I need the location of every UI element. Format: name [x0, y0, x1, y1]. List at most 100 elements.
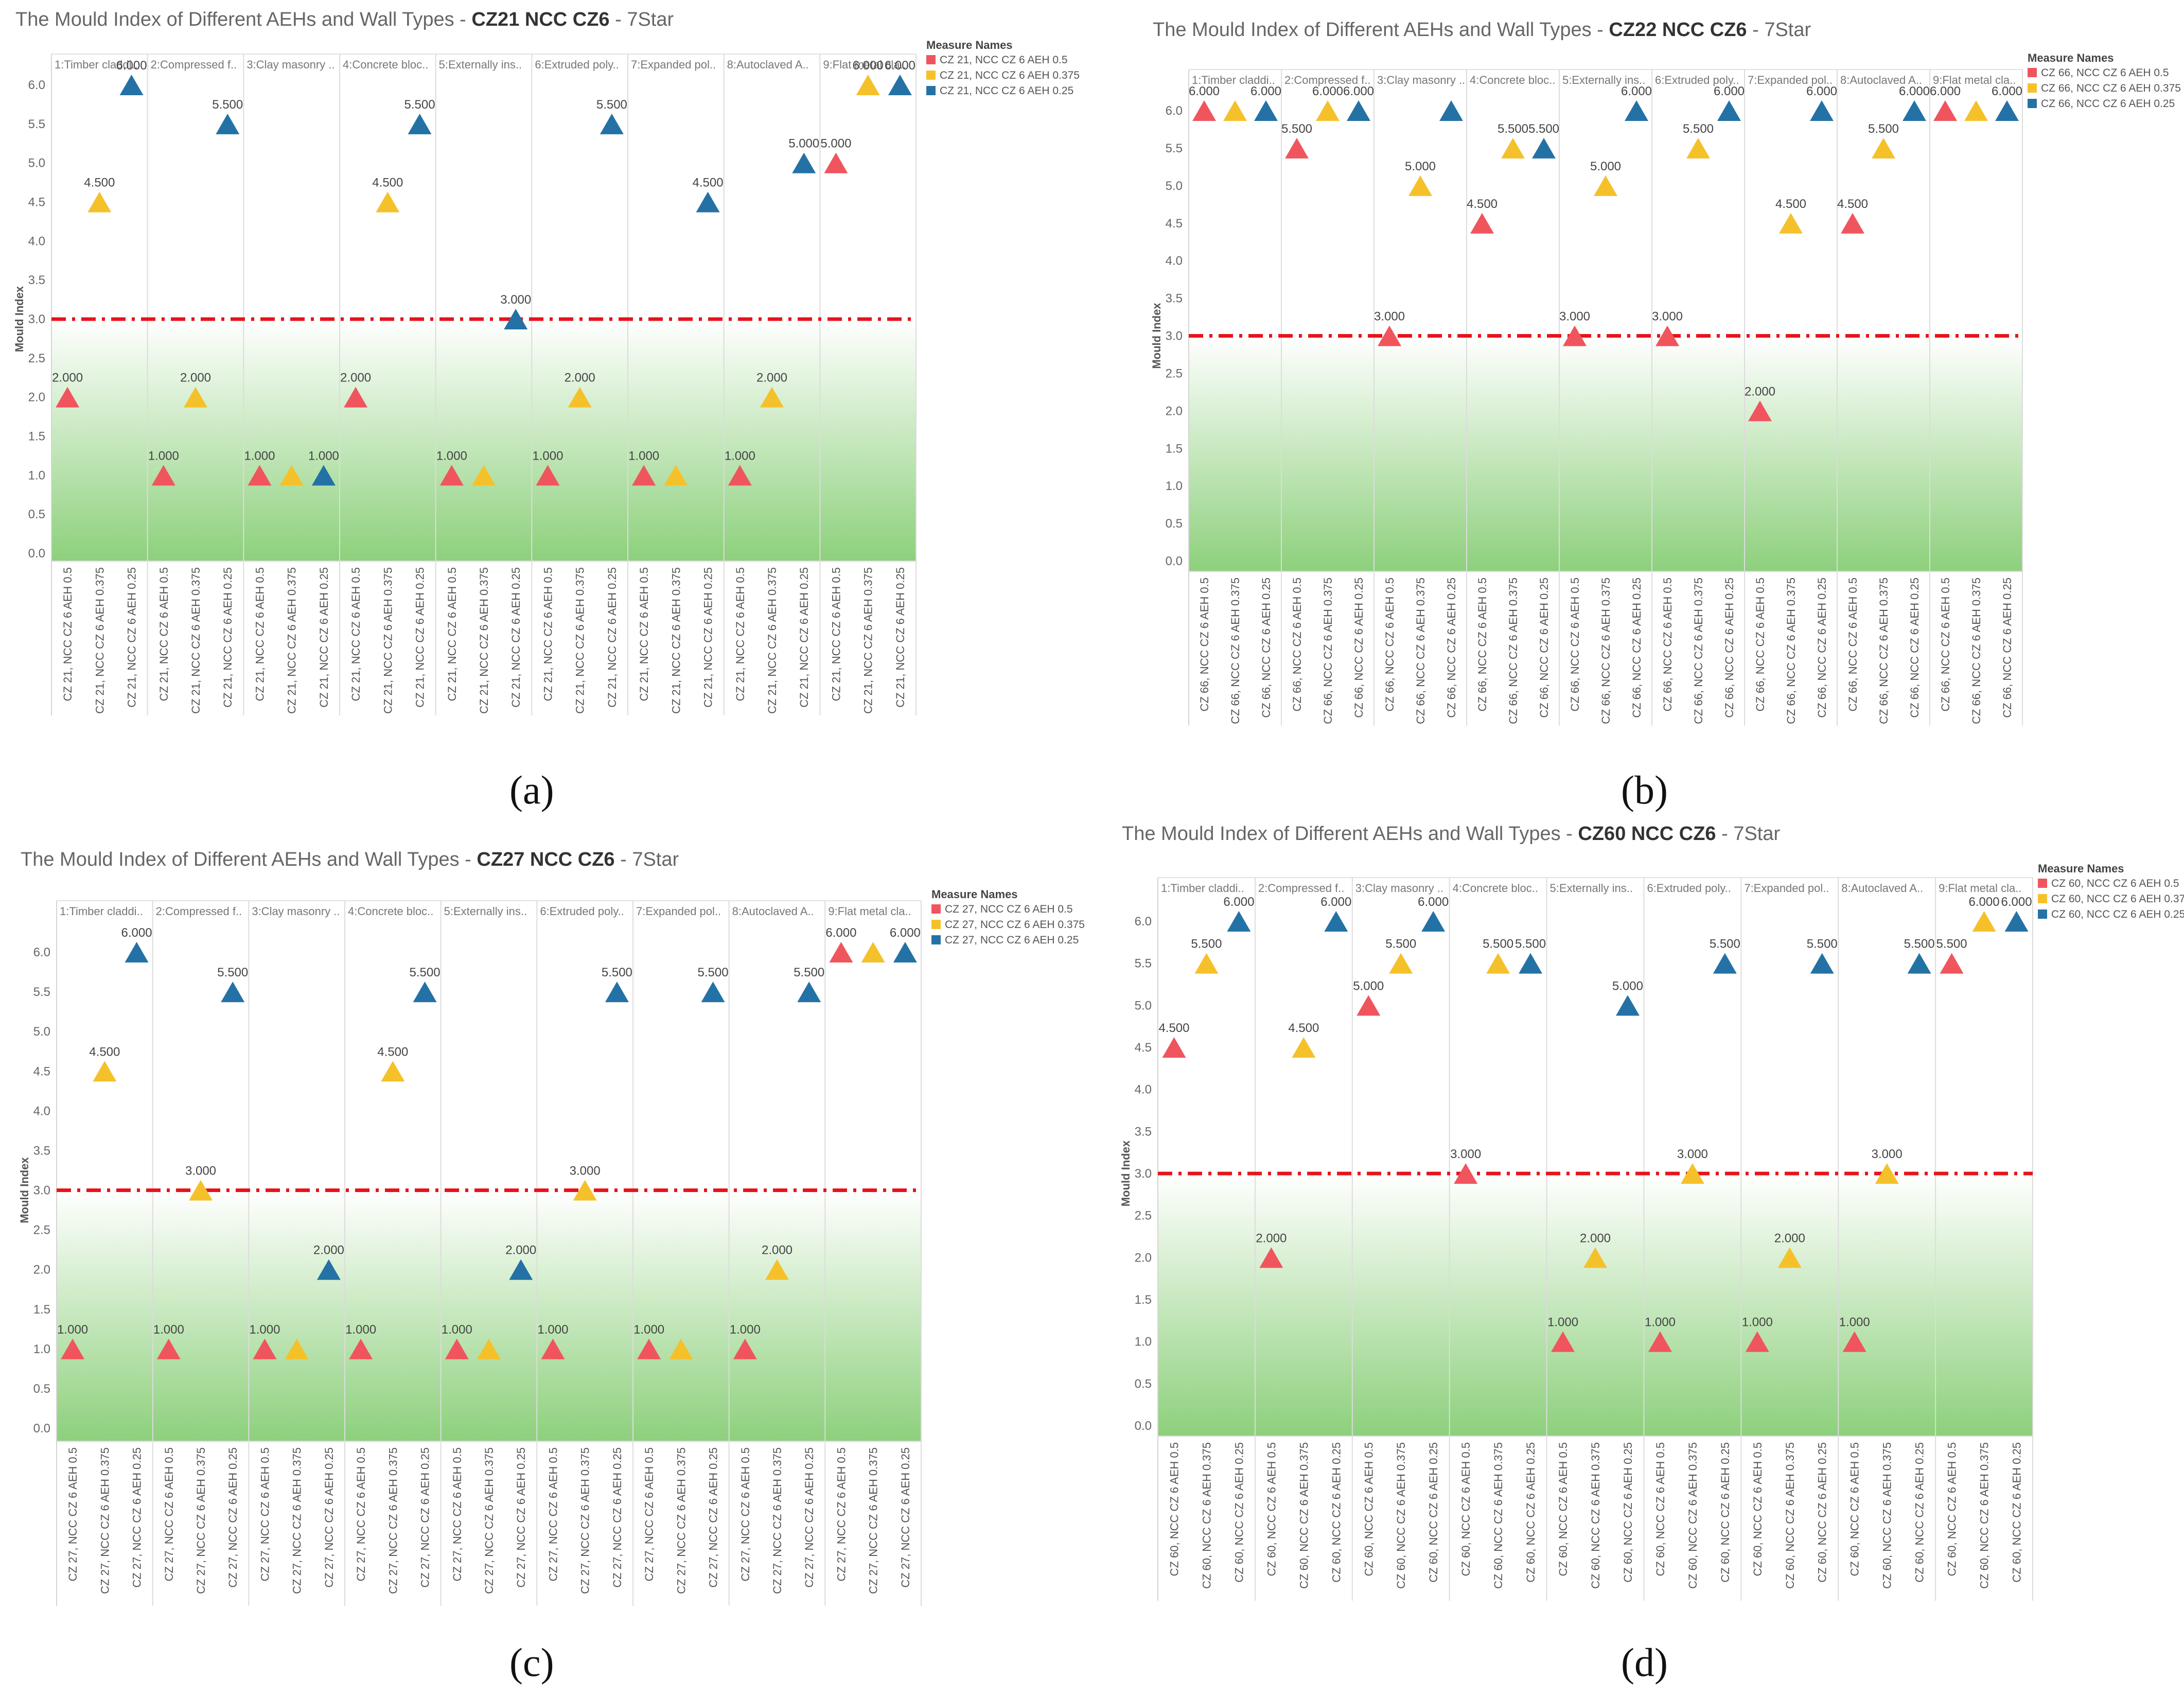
y-tick-label: 4.0	[33, 1104, 50, 1118]
legend-entry: CZ 21, NCC CZ 6 AEH 0.5	[940, 54, 1068, 66]
data-point-triangle	[1625, 100, 1648, 121]
data-label: 3.000	[1872, 1147, 1903, 1161]
x-tick-label: CZ 27, NCC CZ 6 AEH 0.25	[707, 1447, 720, 1588]
x-tick-label: CZ 66, NCC CZ 6 AEH 0.5	[1476, 577, 1489, 711]
data-label: 1.000	[1839, 1316, 1870, 1329]
x-tick-label: CZ 27, NCC CZ 6 AEH 0.5	[643, 1447, 656, 1581]
x-tick-label: CZ 21, NCC CZ 6 AEH 0.375	[286, 567, 298, 714]
x-tick-label: CZ 60, NCC CZ 6 AEH 0.5	[1265, 1442, 1278, 1576]
x-tick-label: CZ 66, NCC CZ 6 AEH 0.375	[1785, 577, 1798, 724]
data-point-triangle	[56, 387, 80, 408]
x-tick-label: CZ 66, NCC CZ 6 AEH 0.25	[1538, 577, 1551, 718]
x-tick-label: CZ 27, NCC CZ 6 AEH 0.375	[579, 1447, 592, 1594]
chart-panel-c: The Mould Index of Different AEHs and Wa…	[15, 844, 1085, 1626]
data-label: 2.000	[1774, 1231, 1805, 1245]
data-label: 5.500	[1936, 937, 1967, 951]
x-tick-label: CZ 60, NCC CZ 6 AEH 0.375	[1297, 1442, 1310, 1589]
x-tick-label: CZ 21, NCC CZ 6 AEH 0.375	[766, 567, 779, 714]
x-tick-label: CZ 21, NCC CZ 6 AEH 0.375	[381, 567, 394, 714]
data-label: 1.000	[308, 449, 339, 463]
y-tick-label: 5.5	[33, 985, 50, 999]
category-header: 4:Concrete bloc..	[1453, 882, 1538, 895]
x-tick-label: CZ 21, NCC CZ 6 AEH 0.375	[670, 567, 682, 714]
x-tick-label: CZ 66, NCC CZ 6 AEH 0.25	[1260, 577, 1273, 718]
x-tick-label: CZ 21, NCC CZ 6 AEH 0.375	[93, 567, 106, 714]
data-label: 3.000	[570, 1164, 601, 1178]
data-point-triangle	[1563, 325, 1587, 346]
y-tick-label: 2.0	[33, 1263, 50, 1277]
y-tick-label: 4.5	[1135, 1041, 1152, 1055]
y-tick-label: 1.0	[1135, 1335, 1152, 1349]
data-point-triangle	[253, 1338, 277, 1359]
data-label: 1.000	[442, 1323, 472, 1337]
legend-swatch	[926, 55, 936, 64]
x-tick-label: CZ 66, NCC CZ 6 AEH 0.375	[1322, 577, 1334, 724]
data-label: 3.000	[1559, 310, 1590, 324]
data-point-triangle	[1933, 100, 1957, 121]
data-label: 5.000	[1405, 160, 1436, 173]
y-tick-label: 1.0	[28, 468, 45, 482]
data-point-triangle	[1324, 911, 1348, 932]
category-header: 2:Compressed f..	[1284, 74, 1371, 86]
data-label: 6.000	[1714, 84, 1745, 98]
data-label: 2.000	[340, 371, 371, 385]
data-point-triangle	[856, 75, 880, 95]
data-label: 5.500	[1710, 937, 1740, 951]
data-point-triangle	[1454, 1163, 1478, 1184]
y-axis-label: Mould Index	[1150, 303, 1163, 369]
data-point-triangle	[888, 75, 912, 95]
category-header: 3:Clay masonry ..	[246, 58, 334, 71]
data-label: 1.000	[725, 449, 755, 463]
y-tick-label: 0.5	[28, 507, 45, 521]
data-label: 6.000	[1312, 84, 1343, 98]
x-tick-label: CZ 21, NCC CZ 6 AEH 0.5	[638, 567, 650, 701]
data-point-triangle	[477, 1338, 501, 1359]
data-label: 6.000	[1806, 84, 1837, 98]
data-point-triangle	[1648, 1331, 1672, 1352]
category-header: 7:Expanded pol..	[631, 58, 716, 71]
y-tick-label: 0.5	[33, 1382, 50, 1396]
data-point-triangle	[1532, 137, 1556, 159]
data-point-triangle	[1519, 953, 1543, 974]
data-label: 1.000	[633, 1323, 664, 1337]
data-point-triangle	[216, 113, 240, 134]
x-tick-label: CZ 27, NCC CZ 6 AEH 0.25	[323, 1447, 336, 1588]
legend-entry: CZ 27, NCC CZ 6 AEH 0.25	[945, 934, 1079, 946]
category-header: 5:Externally ins..	[1550, 882, 1633, 895]
data-point-triangle	[413, 982, 437, 1003]
y-tick-label: 5.5	[1135, 957, 1152, 971]
x-tick-label: CZ 21, NCC CZ 6 AEH 0.25	[126, 567, 138, 708]
x-tick-label: CZ 60, NCC CZ 6 AEH 0.375	[1686, 1442, 1699, 1589]
y-tick-label: 6.0	[1166, 104, 1183, 118]
x-tick-label: CZ 21, NCC CZ 6 AEH 0.5	[734, 567, 747, 701]
data-label: 1.000	[153, 1323, 184, 1337]
data-label: 2.000	[762, 1244, 792, 1257]
data-point-triangle	[445, 1338, 469, 1359]
data-point-triangle	[1378, 325, 1401, 346]
data-label: 5.000	[788, 137, 819, 151]
data-point-triangle	[1259, 1247, 1283, 1268]
data-point-triangle	[1745, 1331, 1769, 1352]
data-point-triangle	[93, 1061, 117, 1082]
data-point-triangle	[151, 465, 175, 486]
x-tick-label: CZ 27, NCC CZ 6 AEH 0.375	[291, 1447, 304, 1594]
x-tick-label: CZ 21, NCC CZ 6 AEH 0.25	[414, 567, 427, 708]
x-tick-label: CZ 60, NCC CZ 6 AEH 0.25	[1524, 1442, 1537, 1583]
y-tick-label: 6.0	[28, 78, 45, 92]
data-point-triangle	[1421, 911, 1446, 932]
category-header: 4:Concrete bloc..	[1470, 74, 1555, 86]
x-tick-label: CZ 27, NCC CZ 6 AEH 0.5	[355, 1447, 367, 1581]
safe-zone-band	[1158, 1174, 2033, 1436]
x-tick-label: CZ 60, NCC CZ 6 AEH 0.25	[1913, 1442, 1926, 1583]
x-tick-label: CZ 60, NCC CZ 6 AEH 0.5	[1946, 1442, 1959, 1576]
data-label: 5.500	[1385, 937, 1416, 951]
x-tick-label: CZ 21, NCC CZ 6 AEH 0.5	[446, 567, 459, 701]
y-tick-label: 5.0	[1166, 179, 1183, 193]
data-point-triangle	[1655, 325, 1679, 346]
data-point-triangle	[248, 465, 272, 486]
legend-entry: CZ 21, NCC CZ 6 AEH 0.25	[940, 85, 1073, 97]
x-tick-label: CZ 27, NCC CZ 6 AEH 0.375	[867, 1447, 880, 1594]
y-tick-label: 3.0	[28, 312, 45, 326]
data-label: 6.000	[1992, 84, 2022, 98]
data-point-triangle	[1779, 213, 1803, 234]
